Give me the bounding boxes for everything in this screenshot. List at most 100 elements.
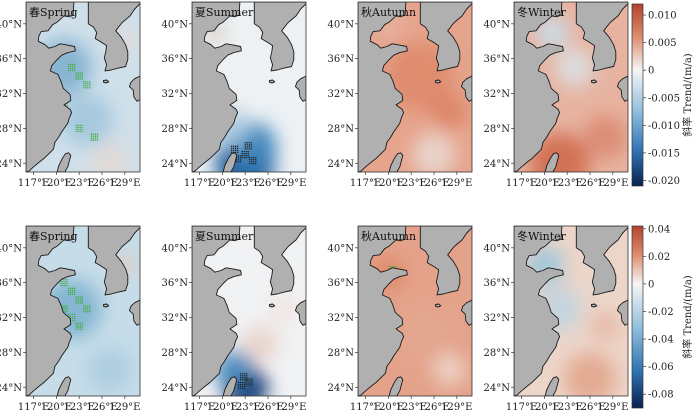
lon-tick-label: 120°E xyxy=(373,178,404,189)
significance-dot xyxy=(89,85,91,87)
significance-dot xyxy=(239,377,242,379)
map-panel-summer1: 夏Summer 40°N 36°N 32°N 28°N 24°N 117°E120°E123… xyxy=(162,1,306,189)
significance-dot xyxy=(75,296,77,298)
lon-tick-label: 126°E xyxy=(418,178,449,189)
colorbar-tick-label: 0.04 xyxy=(648,224,670,235)
significance-dot xyxy=(77,128,79,131)
significance-dot xyxy=(239,155,242,157)
significance-dot xyxy=(87,305,89,307)
significance-dot xyxy=(248,142,250,144)
significance-dot xyxy=(245,379,248,381)
significance-dot xyxy=(236,149,239,152)
significance-dot xyxy=(230,151,233,154)
map-panel-winter1: 冬Winter 40°N 36°N 32°N 28°N 24°N 117°E120°E123… xyxy=(484,1,629,189)
colorbar-tick-label: 0.02 xyxy=(648,252,670,263)
significance-dot xyxy=(85,83,87,85)
significance-dot xyxy=(75,302,77,304)
map-panel-spring2: 春Spring 40°N 36°N 32°N 28°N 24°N 117°E120°E123… xyxy=(0,225,140,413)
significance-dot xyxy=(67,291,70,294)
significance-dot xyxy=(79,296,81,298)
significance-dot xyxy=(81,74,83,76)
significance-dot xyxy=(245,384,247,386)
significance-dot xyxy=(241,152,243,155)
map-panel-spring1: 春Spring 40°N 36°N 32°N 28°N 24°N 117°E120°E123… xyxy=(0,1,140,189)
lat-tick-label: 28°N xyxy=(484,124,511,135)
lat-tick-label: 32°N xyxy=(484,89,511,100)
significance-dot xyxy=(239,385,242,388)
significance-dot xyxy=(393,265,395,268)
lat-tick-label: 28°N xyxy=(0,124,22,135)
lat-tick-label: 36°N xyxy=(484,54,511,65)
significance-dot xyxy=(73,313,76,316)
colorbar-tick-label: -0.020 xyxy=(648,176,680,187)
significance-dot xyxy=(67,63,70,66)
lat-tick-label: 24°N xyxy=(484,159,511,170)
significance-dot xyxy=(249,162,251,165)
panel-frame xyxy=(513,1,629,173)
significance-dot xyxy=(243,387,246,390)
significance-dot xyxy=(234,145,237,148)
significance-dot xyxy=(73,69,76,72)
significance-dot xyxy=(85,85,87,87)
significance-dot xyxy=(89,83,91,85)
significance-dot xyxy=(241,377,244,379)
lon-tick-label: 117°E xyxy=(184,402,215,413)
lon-tick-label: 117°E xyxy=(350,178,381,189)
significance-dot xyxy=(237,381,240,384)
significance-dot xyxy=(81,78,83,80)
significance-dot xyxy=(250,148,252,150)
significance-dot xyxy=(64,280,66,283)
korea-peninsula xyxy=(575,2,628,72)
significance-dot xyxy=(255,162,257,165)
significance-dot xyxy=(251,162,253,165)
lat-tick-label: 32°N xyxy=(328,89,355,100)
significance-dot xyxy=(247,384,249,386)
significance-dot xyxy=(69,69,72,72)
lat-tick-label: 40°N xyxy=(162,19,189,30)
significance-dot xyxy=(66,280,68,283)
significance-dot xyxy=(71,65,74,68)
significance-dot xyxy=(243,156,245,159)
significance-dot xyxy=(391,265,393,268)
significance-dot xyxy=(83,85,85,87)
significance-dot xyxy=(81,124,83,127)
lat-tick-label: 28°N xyxy=(328,348,355,359)
significance-dot xyxy=(62,278,64,281)
significance-dot xyxy=(232,147,235,150)
significance-dot xyxy=(81,126,83,129)
significance-dot xyxy=(237,159,240,161)
significance-dot xyxy=(237,161,240,163)
map-panel-winter2: 冬Winter 40°N 36°N 32°N 28°N 24°N 117°E120°E123… xyxy=(484,225,628,413)
lon-tick-label: 123°E xyxy=(552,178,583,189)
significance-dot xyxy=(71,69,74,72)
significance-dot xyxy=(89,81,91,83)
significance-dot xyxy=(89,305,91,307)
significance-dot xyxy=(79,78,81,80)
significance-dot xyxy=(73,287,76,290)
significance-dot xyxy=(79,324,81,326)
lon-tick-label: 129°E xyxy=(109,178,140,189)
significance-dot xyxy=(239,161,242,163)
significance-dot xyxy=(245,382,247,384)
lat-tick-label: 40°N xyxy=(484,19,511,30)
significance-dot xyxy=(230,145,233,148)
significance-dot xyxy=(245,373,248,375)
significance-dot xyxy=(73,317,76,320)
significance-dot xyxy=(243,152,245,155)
significance-dot xyxy=(77,302,79,304)
lon-tick-label: 120°E xyxy=(529,178,560,189)
jeju-island xyxy=(103,303,110,308)
lon-tick-label: 123°E xyxy=(552,402,583,413)
significance-dot xyxy=(75,74,77,76)
significance-dot xyxy=(69,65,72,68)
season-label: 春Spring xyxy=(29,6,77,19)
significance-dot xyxy=(87,85,89,87)
lon-tick-label: 126°E xyxy=(86,178,117,189)
lon-tick-label: 117°E xyxy=(506,178,537,189)
significance-dot xyxy=(79,124,81,127)
significance-dot xyxy=(246,146,248,148)
colorbar-tick-label: 0 xyxy=(648,66,654,77)
significance-dot xyxy=(241,150,243,153)
significance-dot xyxy=(239,383,242,386)
korea-peninsula xyxy=(575,226,628,296)
